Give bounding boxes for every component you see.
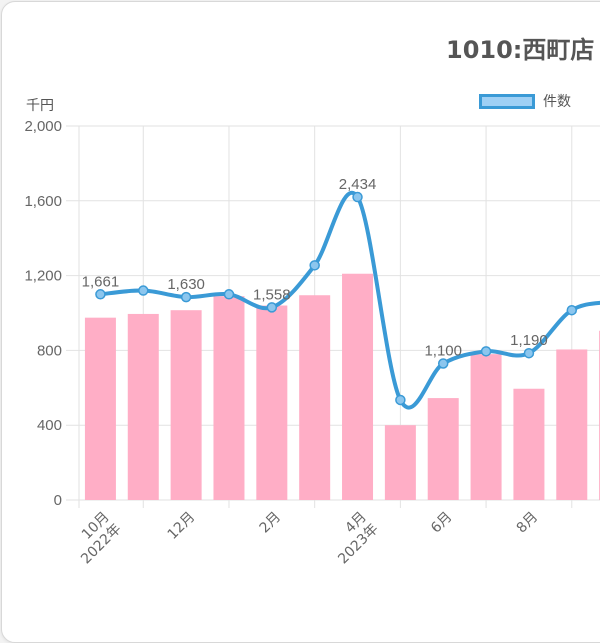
line-point bbox=[266, 302, 278, 313]
line-point bbox=[180, 291, 192, 303]
bar bbox=[84, 317, 116, 500]
chart-title: 1010:西町店 bbox=[446, 36, 595, 64]
y-tick-label: 1,600 bbox=[24, 193, 62, 210]
x-tick-month: 6月 bbox=[428, 509, 456, 537]
line-point bbox=[566, 304, 578, 316]
line-point bbox=[138, 285, 149, 296]
bar bbox=[299, 295, 331, 500]
x-tick-label: 2月 bbox=[257, 509, 285, 537]
data-label: 2,434 bbox=[339, 176, 377, 193]
data-label: 1,190 bbox=[510, 332, 548, 349]
y-tick-label: 0 bbox=[54, 492, 62, 509]
bar bbox=[256, 305, 288, 500]
line-point bbox=[480, 346, 492, 357]
series-line bbox=[100, 191, 600, 410]
x-tick-label: 4月2023年 bbox=[323, 509, 381, 567]
data-label: 1,100 bbox=[424, 342, 462, 359]
x-tick-month: 2月 bbox=[257, 509, 285, 537]
y-tick-label: 800 bbox=[37, 342, 62, 359]
bar bbox=[342, 273, 374, 500]
data-label: 1,630 bbox=[167, 276, 205, 293]
x-tick-label: 10月2022年 bbox=[66, 509, 124, 567]
line-point bbox=[95, 289, 106, 300]
x-tick-label: 12月 bbox=[165, 509, 199, 543]
bar bbox=[427, 398, 459, 500]
bar bbox=[170, 310, 202, 500]
x-tick-month: 12月 bbox=[165, 509, 199, 543]
line-point bbox=[395, 394, 406, 406]
line-point bbox=[223, 289, 235, 300]
bar bbox=[384, 425, 416, 500]
bar bbox=[556, 349, 588, 500]
y-tick-label: 2,000 bbox=[24, 118, 62, 135]
bar bbox=[213, 296, 245, 500]
bar bbox=[470, 354, 502, 500]
line-point bbox=[352, 191, 363, 203]
y-axis-unit: 千円 bbox=[26, 98, 54, 114]
legend[interactable]: 件数 bbox=[479, 91, 571, 111]
line-point bbox=[523, 347, 535, 359]
y-tick-label: 400 bbox=[37, 417, 62, 434]
legend-label: 件数 bbox=[543, 94, 571, 110]
x-tick-label: 6月 bbox=[428, 509, 456, 537]
bar bbox=[513, 388, 545, 500]
x-tick-month: 8月 bbox=[514, 509, 542, 537]
line-point bbox=[309, 260, 320, 271]
line-point bbox=[437, 358, 449, 369]
chart-svg: 2,000 1,600 1,200 800 400 0 1,661 1,630 1,558 2,4… bbox=[24, 118, 600, 567]
data-label: 1,558 bbox=[253, 286, 291, 303]
bar bbox=[127, 313, 159, 500]
x-tick-label: 8月 bbox=[514, 509, 542, 537]
legend-swatch-icon bbox=[479, 93, 535, 109]
data-label: 1,661 bbox=[82, 273, 120, 290]
y-tick-label: 1,200 bbox=[24, 268, 62, 285]
